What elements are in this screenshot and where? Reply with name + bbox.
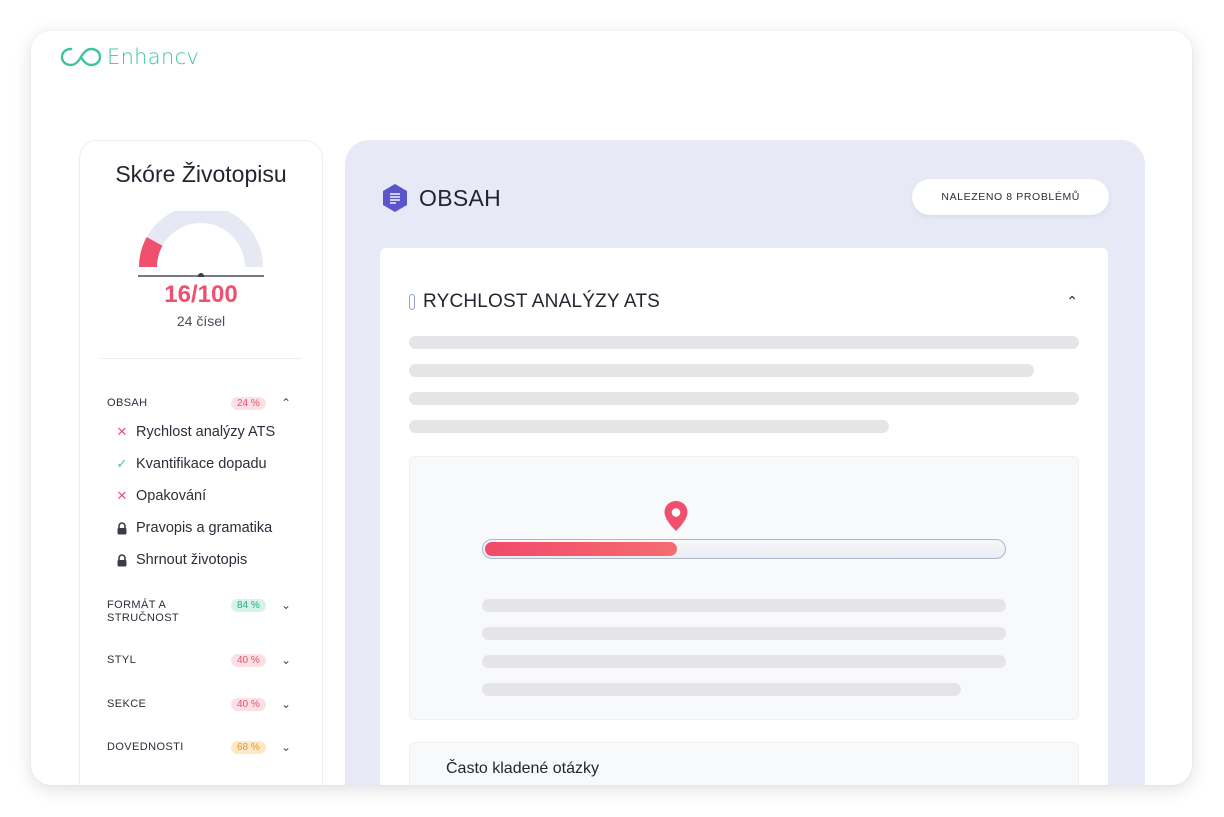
section-percent-badge: 68 % [231,741,266,754]
skeleton-line [482,627,1006,640]
skeleton-line [482,683,961,696]
issues-count-badge[interactable]: NALEZENO 8 PROBLÉMŮ [912,179,1109,215]
item-label: Rychlost analýzy ATS [136,424,276,440]
sidebar-section-sections[interactable]: SEKCE 40 % ⌄ [107,697,297,711]
section-name: STYL [107,654,137,666]
content-panel: OBSAH NALEZENO 8 PROBLÉMŮ RYCHLOST ANALÝ… [345,140,1145,785]
sidebar-section-obsah[interactable]: OBSAH 24 % ⌃ [107,396,297,410]
lock-icon [117,553,127,566]
ats-progress-fill [485,542,677,556]
section-name: DOVEDNOSTI [107,741,184,753]
enhancv-logo[interactable]: Enhancv [59,45,199,69]
sidebar-item-quantification[interactable]: ✓ Kvantifikace dopadu [116,456,267,472]
faq-title: Často kladené otázky [446,760,599,777]
sidebar-item-repetition[interactable]: ✕ Opakování [116,488,207,504]
section-name: SEKCE [107,698,147,710]
section-name: FORMÁT A STRUČNOST [107,599,180,624]
panel-title: OBSAH [419,184,502,211]
sidebar-section-skills[interactable]: DOVEDNOSTI 68 % ⌄ [107,740,297,754]
section-name: OBSAH [107,397,148,409]
ats-card-title: RYCHLOST ANALÝZY ATS [423,291,661,312]
brand-name: Enhancv [107,45,200,69]
map-pin-icon [664,501,688,531]
section-percent-badge: 40 % [231,698,266,711]
section-percent-badge: 84 % [231,599,266,612]
resume-score-card: Skóre Životopisu 16/100 24 čísel OBSAH 2… [79,140,323,785]
chevron-down-icon[interactable]: ⌄ [281,653,292,667]
item-label: Shrnout životopis [136,552,248,568]
chevron-down-icon[interactable]: ⌄ [281,697,292,711]
chevron-up-icon[interactable]: ⌃ [1066,293,1078,309]
panel-header: OBSAH [381,183,501,213]
app-window: Enhancv Skóre Životopisu 16/100 24 čísel… [31,31,1192,785]
sidebar-section-format[interactable]: FORMÁT A STRUČNOST 84 % ⌄ [107,598,297,625]
lock-icon [117,521,127,534]
skeleton-line [409,392,1079,405]
ats-progress-bar [482,539,1006,559]
x-icon: ✕ [116,424,128,439]
section-percent-badge: 24 % [231,397,266,410]
chevron-down-icon[interactable]: ⌄ [281,740,292,754]
sidebar-item-ats[interactable]: ✕ Rychlost analýzy ATS [116,424,276,440]
section-percent-badge: 40 % [231,654,266,667]
item-label: Opakování [136,488,207,504]
score-subtitle: 24 čísel [176,313,226,329]
skeleton-line [409,420,889,433]
chevron-up-icon[interactable]: ⌃ [281,396,292,410]
skeleton-line [482,655,1006,668]
check-icon: ✓ [116,456,128,471]
section-marker [409,294,415,310]
divider [100,358,302,359]
skeleton-line [409,336,1079,349]
infinity-logo-icon [60,47,102,67]
sidebar-item-spelling[interactable]: Pravopis a gramatika [116,520,272,536]
item-label: Pravopis a gramatika [136,520,273,536]
skeleton-line [482,599,1006,612]
ats-card-header[interactable]: RYCHLOST ANALÝZY ATS [409,291,660,313]
score-value: 16/100 [164,281,238,308]
item-label: Kvantifikace dopadu [136,456,267,472]
document-icon [383,184,407,212]
sidebar-item-summary[interactable]: Shrnout životopis [116,552,247,568]
ats-meter-box [409,456,1079,720]
ats-card: RYCHLOST ANALÝZY ATS ⌃ [380,248,1108,785]
x-icon: ✕ [116,488,128,503]
score-gauge [138,211,264,277]
skeleton-line [409,364,1034,377]
faq-section[interactable]: Často kladené otázky [409,742,1079,785]
chevron-down-icon[interactable]: ⌄ [281,598,292,612]
score-title: Skóre Životopisu [115,161,287,187]
sidebar-section-style[interactable]: STYL 40 % ⌄ [107,653,297,667]
